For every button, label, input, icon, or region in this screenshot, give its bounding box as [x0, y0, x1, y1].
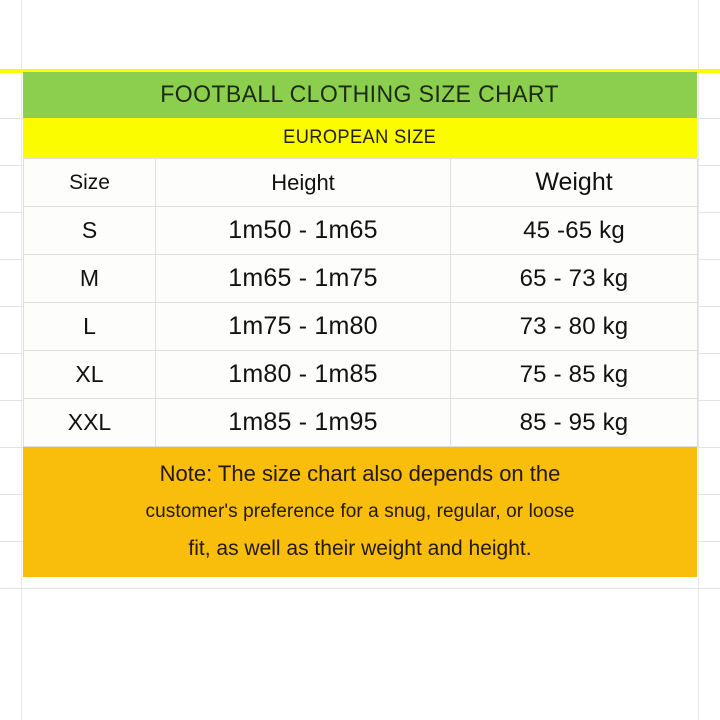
- chart-title-bar: FOOTBALL CLOTHING SIZE CHART: [23, 72, 697, 118]
- column-header-size: Size: [23, 158, 156, 207]
- cell-weight: 73 - 80 kg: [450, 302, 698, 351]
- column-header-weight: Weight: [450, 158, 698, 207]
- table-row: XL 1m80 - 1m85 75 - 85 kg: [23, 350, 698, 399]
- cell-height: 1m50 - 1m65: [155, 206, 451, 255]
- grid-line-horizontal: [0, 588, 720, 589]
- cell-size: M: [23, 254, 156, 303]
- cell-size: XXL: [23, 398, 156, 447]
- cell-height: 1m65 - 1m75: [155, 254, 451, 303]
- note-line-1: Note: The size chart also depends on the: [159, 461, 561, 486]
- page-title: FOOTBALL CLOTHING SIZE CHART: [160, 81, 560, 108]
- note-line-2: customer's preference for a snug, regula…: [145, 501, 575, 522]
- table-header: Size Height Weight: [23, 158, 698, 207]
- note-block: Note: The size chart also depends on the…: [23, 447, 697, 577]
- cell-weight: 75 - 85 kg: [450, 350, 698, 399]
- size-chart-card: FOOTBALL CLOTHING SIZE CHART EUROPEAN SI…: [23, 72, 698, 577]
- top-accent-strip: [0, 69, 720, 73]
- cell-size: XL: [23, 350, 156, 399]
- cell-weight: 45 -65 kg: [450, 206, 698, 255]
- table-header-row: Size Height Weight: [23, 158, 698, 207]
- chart-subtitle-bar: EUROPEAN SIZE: [23, 118, 697, 158]
- column-header-height: Height: [155, 158, 451, 207]
- table-row: XXL 1m85 - 1m95 85 - 95 kg: [23, 398, 698, 447]
- table-body: S 1m50 - 1m65 45 -65 kg M 1m65 - 1m75 65…: [23, 206, 698, 447]
- cell-height: 1m80 - 1m85: [155, 350, 451, 399]
- cell-weight: 85 - 95 kg: [450, 398, 698, 447]
- grid-line-vertical: [21, 0, 22, 720]
- chart-subtitle: EUROPEAN SIZE: [283, 127, 437, 148]
- cell-height: 1m85 - 1m95: [155, 398, 451, 447]
- size-chart-table: Size Height Weight S 1m50 - 1m65 45 -65 …: [23, 158, 698, 447]
- cell-weight: 65 - 73 kg: [450, 254, 698, 303]
- table-row: S 1m50 - 1m65 45 -65 kg: [23, 206, 698, 255]
- grid-line-vertical: [698, 0, 699, 720]
- cell-height: 1m75 - 1m80: [155, 302, 451, 351]
- cell-size: S: [23, 206, 156, 255]
- note-line-3: fit, as well as their weight and height.: [188, 537, 532, 560]
- table-row: L 1m75 - 1m80 73 - 80 kg: [23, 302, 698, 351]
- table-row: M 1m65 - 1m75 65 - 73 kg: [23, 254, 698, 303]
- cell-size: L: [23, 302, 156, 351]
